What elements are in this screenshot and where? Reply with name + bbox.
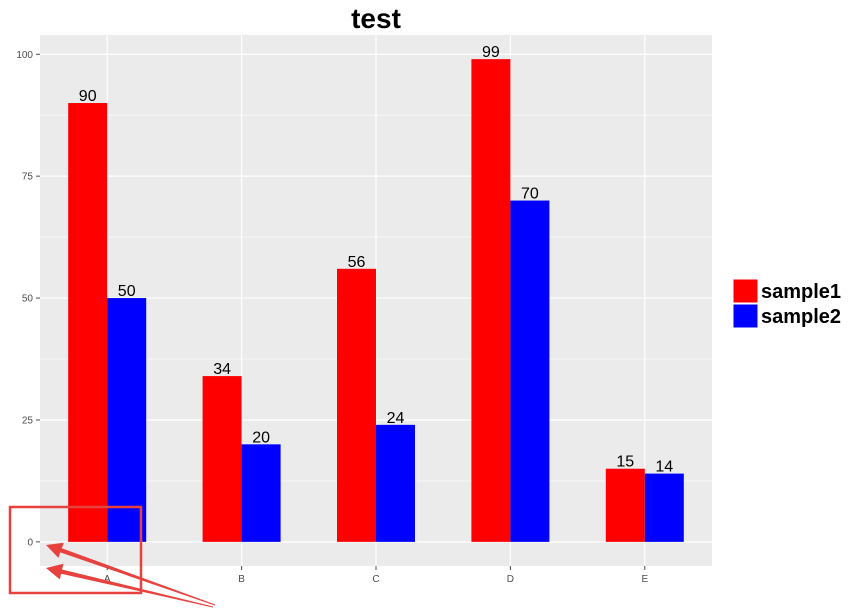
y-tick-label: 75: [22, 172, 34, 183]
plot-panel: 0 25 50 75 100 A B C D E 90 34 56 99 15 50 20 24 70 14: [16, 35, 712, 585]
bar-sample2-A: [107, 298, 147, 542]
bar-sample2-B: [241, 444, 281, 542]
bar-sample1-D: [471, 59, 511, 542]
annotation-arrow: [46, 542, 216, 606]
y-tick-label: 0: [27, 537, 33, 548]
data-label: 56: [348, 254, 366, 271]
annotation-arrow: [46, 563, 214, 608]
data-label: 14: [655, 459, 673, 476]
bar-sample1-E: [605, 468, 645, 542]
legend-key-sample2: [732, 303, 759, 329]
data-label: 24: [387, 410, 405, 427]
data-label: 50: [118, 283, 136, 300]
y-tick-label: 50: [22, 294, 34, 305]
data-label: 20: [252, 429, 270, 446]
data-label: 15: [616, 454, 634, 471]
x-tick-label: E: [641, 574, 648, 585]
y-tick-label: 25: [22, 415, 34, 426]
x-tick-label: A: [104, 574, 111, 585]
legend-label: sample2: [761, 306, 841, 328]
data-label: 90: [79, 88, 97, 105]
legend: sample1 sample2: [732, 278, 841, 329]
y-tick-label: 100: [16, 50, 33, 61]
x-tick-label: C: [372, 574, 379, 585]
x-tick-label: D: [507, 574, 514, 585]
legend-label: sample1: [761, 281, 841, 303]
data-label: 99: [482, 44, 500, 61]
bar-sample2-D: [510, 200, 550, 542]
x-tick-label: B: [238, 574, 245, 585]
highlight-annotation: [8, 505, 216, 608]
legend-key-sample1: [732, 278, 759, 304]
highlight-box: [8, 505, 143, 595]
bar-sample2-C: [376, 424, 415, 542]
chart-title: test: [351, 3, 401, 34]
data-label: 70: [521, 186, 539, 203]
bar-sample1-B: [202, 376, 242, 542]
bar-sample1-C: [337, 268, 376, 542]
data-label: 34: [213, 361, 231, 378]
bar-sample1-A: [68, 103, 108, 542]
bar-sample2-E: [644, 473, 684, 542]
